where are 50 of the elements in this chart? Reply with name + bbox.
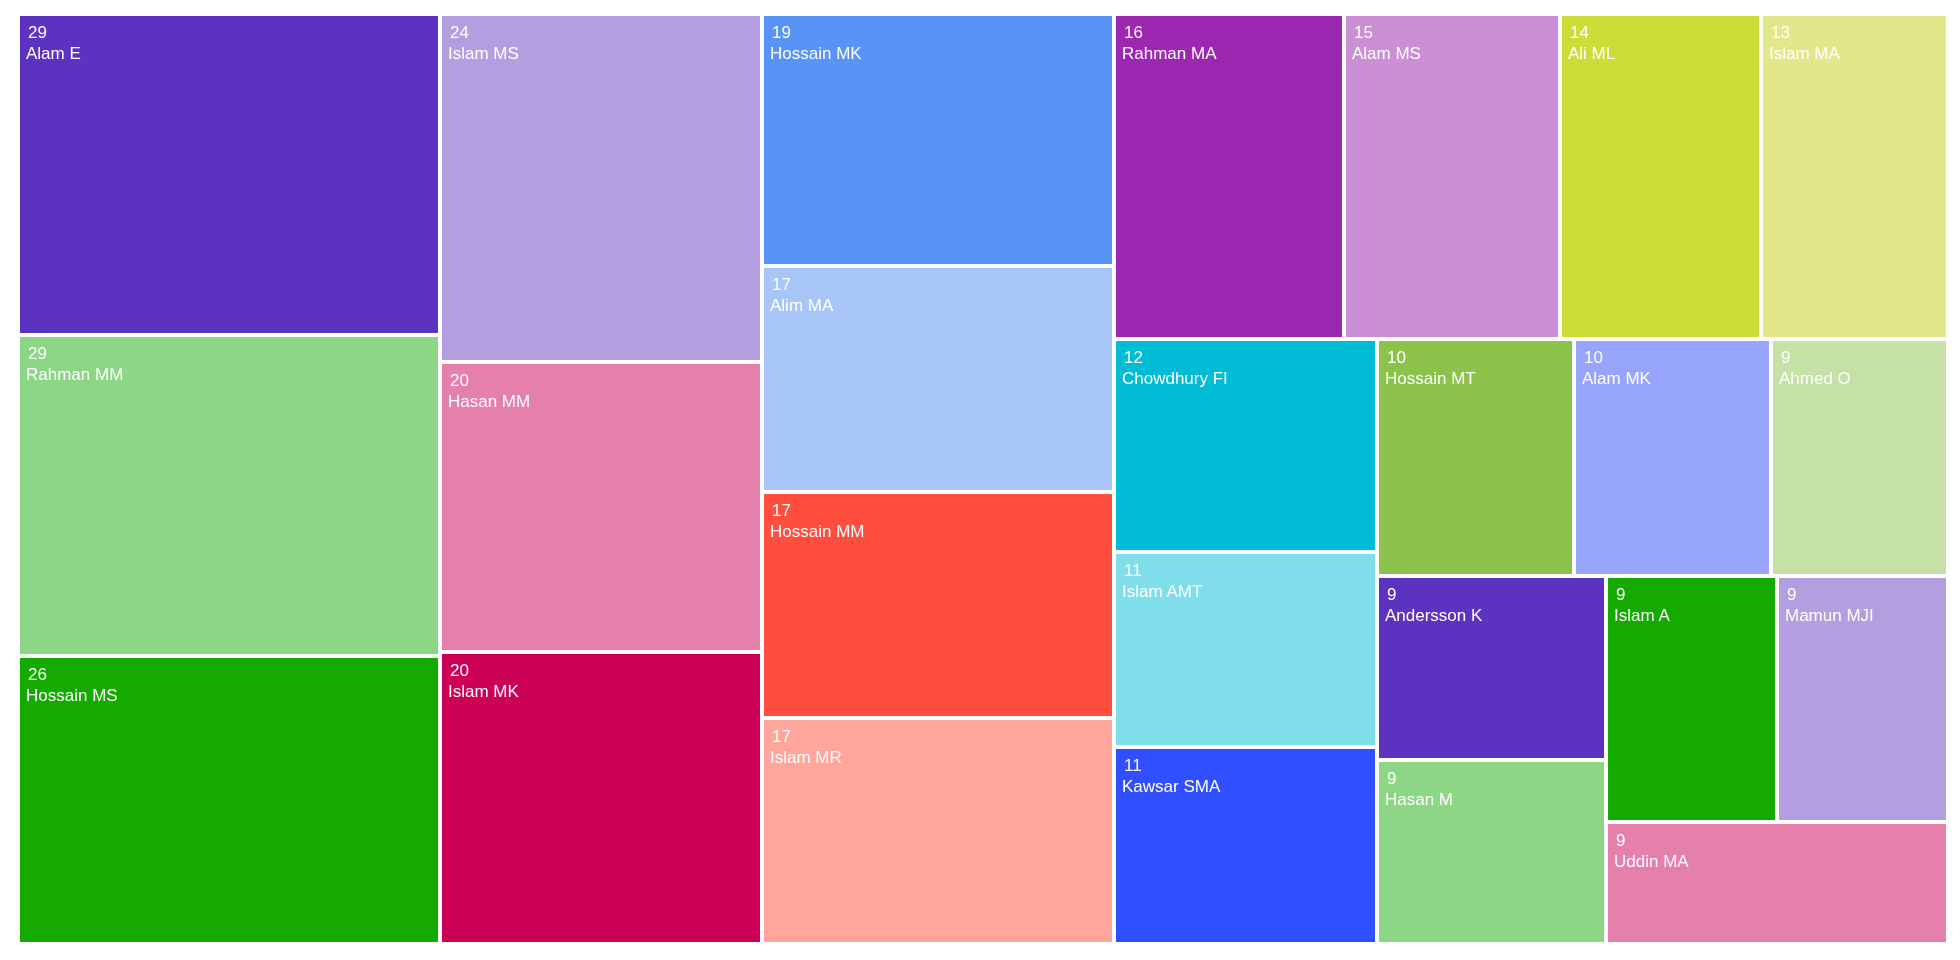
- data-label: 19: [772, 23, 791, 42]
- category-label: Rahman MM: [26, 365, 124, 384]
- category-label: Islam AMT: [1122, 582, 1203, 601]
- data-label: 10: [1584, 348, 1603, 367]
- category-label: Ali ML: [1568, 44, 1616, 63]
- data-label: 20: [450, 661, 469, 680]
- category-label: Ahmed O: [1779, 369, 1851, 388]
- category-label: Kawsar SMA: [1122, 777, 1221, 796]
- category-label: Hossain MM: [770, 522, 865, 541]
- data-label: 24: [450, 23, 469, 42]
- data-label: 29: [28, 23, 47, 42]
- category-label: Islam MA: [1769, 44, 1841, 63]
- data-label: 9: [1616, 585, 1626, 604]
- data-label: 9: [1387, 585, 1397, 604]
- category-label: Islam MS: [448, 44, 519, 63]
- category-label: Hasan M: [1385, 790, 1454, 809]
- category-label: Hossain MK: [770, 44, 863, 63]
- category-label: Alam MS: [1352, 44, 1421, 63]
- category-label: Alim MA: [770, 296, 834, 315]
- category-label: Hasan MM: [448, 392, 531, 411]
- category-label: Mamun MJI: [1785, 606, 1874, 625]
- data-label: 26: [28, 665, 47, 684]
- data-label: 14: [1570, 23, 1589, 42]
- category-label: Alam MK: [1582, 369, 1652, 388]
- data-label: 9: [1787, 585, 1797, 604]
- data-label: 10: [1387, 348, 1406, 367]
- data-label: 17: [772, 727, 791, 746]
- data-label: 17: [772, 275, 791, 294]
- data-label: 11: [1124, 561, 1142, 580]
- category-label: Hossain MS: [26, 686, 118, 705]
- category-label: Andersson K: [1385, 606, 1483, 625]
- data-label: 9: [1781, 348, 1791, 367]
- category-label: Islam MK: [448, 682, 520, 701]
- category-label: Rahman MA: [1122, 44, 1218, 63]
- category-label: Alam E: [26, 44, 81, 63]
- category-label: Islam MR: [770, 748, 842, 767]
- category-label: Chowdhury FI: [1122, 369, 1228, 388]
- data-label: 29: [28, 344, 47, 363]
- data-label: 13: [1771, 23, 1790, 42]
- data-label: 12: [1124, 348, 1143, 367]
- category-label: Islam A: [1614, 606, 1671, 625]
- data-label: 20: [450, 371, 469, 390]
- data-label: 9: [1387, 769, 1397, 788]
- data-label: 9: [1616, 831, 1626, 850]
- data-label: 16: [1124, 23, 1143, 42]
- data-label: 17: [772, 501, 791, 520]
- data-label: 15: [1354, 23, 1373, 42]
- category-label: Uddin MA: [1614, 852, 1690, 871]
- category-label: Hossain MT: [1385, 369, 1476, 388]
- data-label: 11: [1124, 756, 1142, 775]
